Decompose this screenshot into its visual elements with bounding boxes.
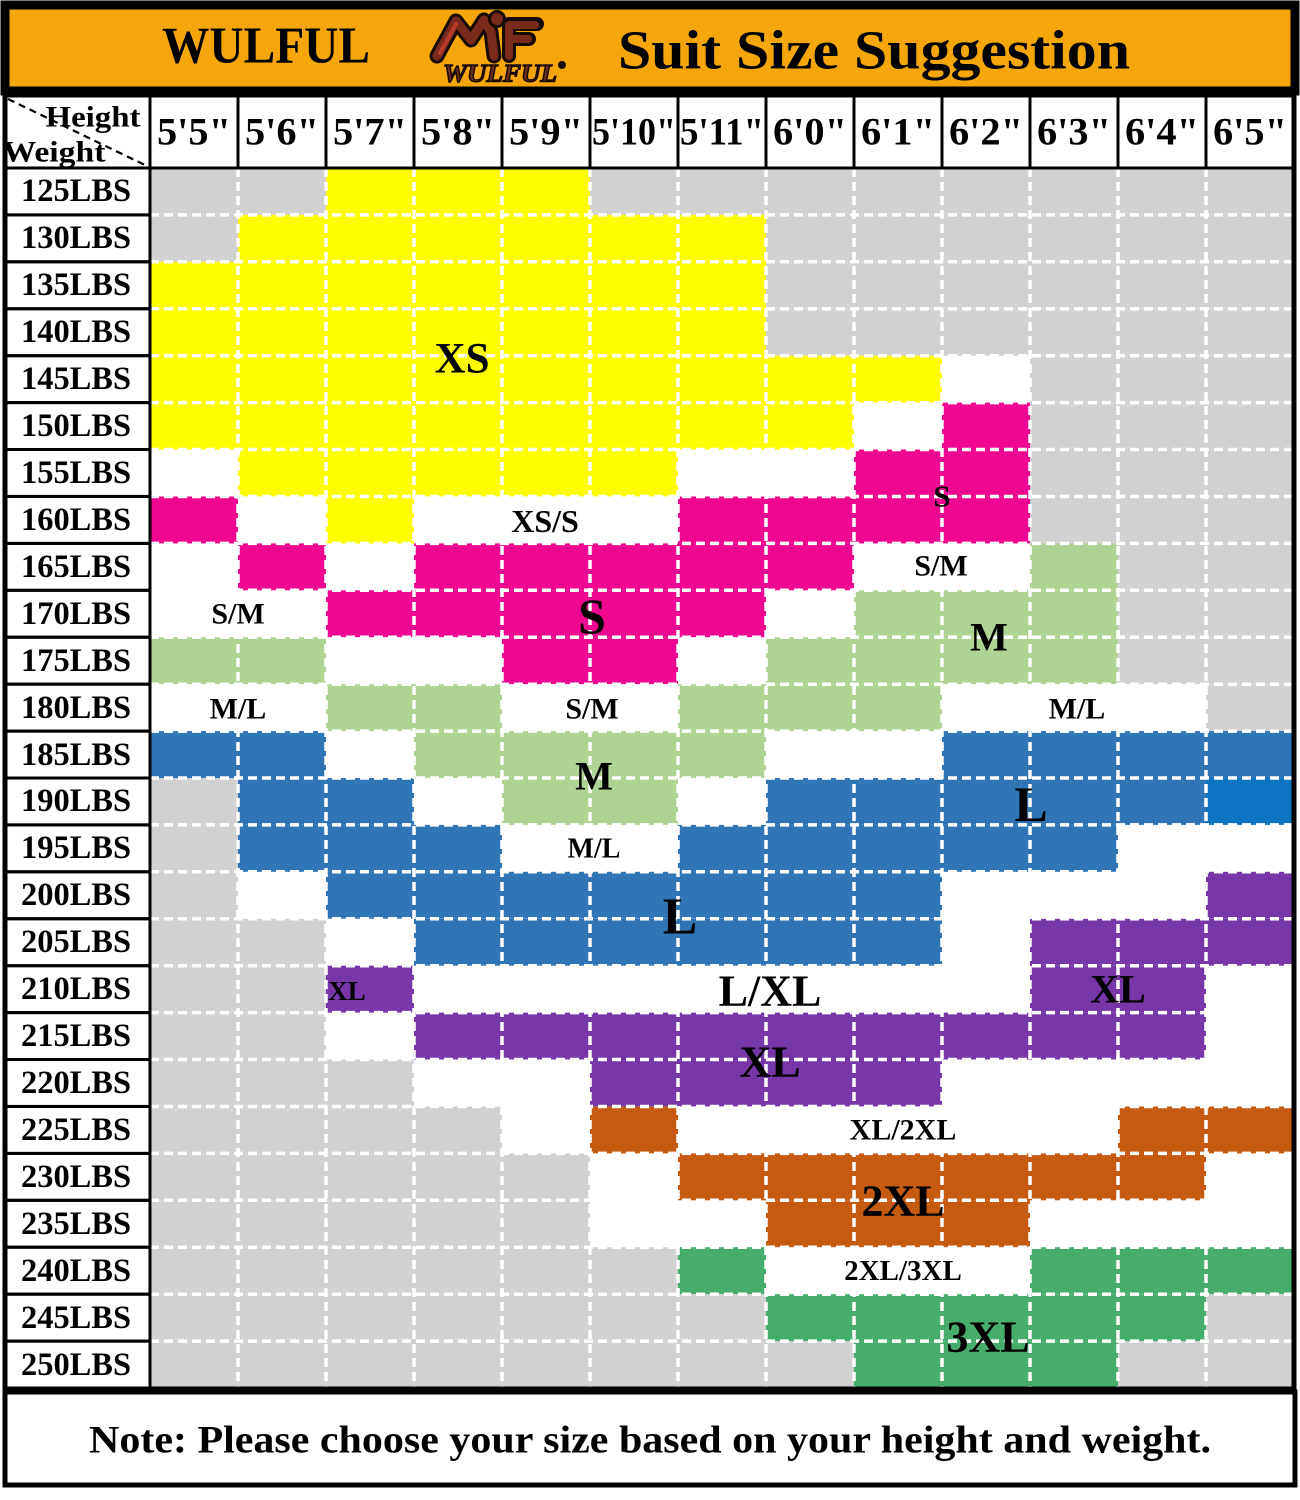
svg-text:160LBS: 160LBS: [21, 502, 131, 538]
svg-text:S/M: S/M: [565, 693, 618, 726]
svg-text:Suit Size Suggestion: Suit Size Suggestion: [618, 20, 1130, 81]
svg-text:190LBS: 190LBS: [21, 783, 131, 819]
svg-text:155LBS: 155LBS: [21, 455, 131, 491]
svg-text:WULFUL: WULFUL: [443, 61, 557, 88]
svg-text:5'9": 5'9": [509, 111, 583, 154]
svg-text:L: L: [663, 889, 698, 946]
svg-text:XL: XL: [739, 1038, 800, 1087]
svg-text:125LBS: 125LBS: [21, 173, 131, 209]
svg-text:240LBS: 240LBS: [21, 1253, 131, 1289]
svg-text:WULFUL: WULFUL: [162, 18, 370, 75]
svg-text:M: M: [970, 615, 1008, 660]
svg-text:6'2": 6'2": [949, 111, 1023, 154]
svg-text:XS: XS: [435, 336, 490, 383]
svg-text:210LBS: 210LBS: [21, 971, 131, 1007]
svg-text:235LBS: 235LBS: [21, 1206, 131, 1242]
svg-text:185LBS: 185LBS: [21, 737, 131, 773]
svg-text:220LBS: 220LBS: [21, 1065, 131, 1101]
svg-text:250LBS: 250LBS: [21, 1347, 131, 1383]
svg-text:6'4": 6'4": [1125, 111, 1199, 154]
svg-text:Height: Height: [46, 101, 141, 134]
svg-text:180LBS: 180LBS: [21, 690, 131, 726]
svg-text:XL: XL: [328, 976, 366, 1006]
svg-text:215LBS: 215LBS: [21, 1018, 131, 1054]
svg-text:140LBS: 140LBS: [21, 314, 131, 350]
svg-text:205LBS: 205LBS: [21, 924, 131, 960]
svg-text:M/L: M/L: [1049, 693, 1106, 726]
svg-text:XS/S: XS/S: [511, 503, 579, 539]
svg-text:M/L: M/L: [210, 693, 267, 726]
svg-text:245LBS: 245LBS: [21, 1300, 131, 1336]
svg-text:135LBS: 135LBS: [21, 267, 131, 303]
svg-text:3XL: 3XL: [946, 1313, 1029, 1362]
svg-text:S/M: S/M: [211, 598, 264, 631]
svg-text:5'11": 5'11": [680, 111, 764, 154]
svg-text:2XL: 2XL: [861, 1177, 944, 1226]
svg-text:6'1": 6'1": [861, 111, 935, 154]
svg-text:225LBS: 225LBS: [21, 1112, 131, 1148]
svg-text:6'0": 6'0": [773, 111, 847, 154]
svg-text:XL: XL: [1090, 967, 1146, 1012]
svg-text:6'5": 6'5": [1213, 111, 1287, 154]
svg-text:L: L: [1014, 776, 1047, 832]
svg-text:200LBS: 200LBS: [21, 877, 131, 913]
svg-text:150LBS: 150LBS: [21, 408, 131, 444]
svg-text:5'6": 5'6": [245, 111, 319, 154]
svg-text:M/L: M/L: [568, 834, 621, 865]
svg-text:M: M: [575, 754, 613, 799]
svg-text:Note: Please choose your size: Note: Please choose your size based on y…: [89, 1419, 1211, 1462]
svg-text:5'5": 5'5": [157, 111, 231, 154]
svg-text:Weight: Weight: [3, 136, 106, 169]
svg-text:130LBS: 130LBS: [21, 220, 131, 256]
svg-text:2XL/3XL: 2XL/3XL: [844, 1255, 962, 1287]
svg-text:5'10": 5'10": [592, 111, 676, 154]
svg-text:165LBS: 165LBS: [21, 549, 131, 585]
svg-text:170LBS: 170LBS: [21, 596, 131, 632]
svg-text:S: S: [933, 479, 950, 514]
svg-text:195LBS: 195LBS: [21, 830, 131, 866]
svg-text:XL/2XL: XL/2XL: [850, 1114, 957, 1147]
svg-text:230LBS: 230LBS: [21, 1159, 131, 1195]
svg-text:145LBS: 145LBS: [21, 361, 131, 397]
svg-text:S: S: [578, 588, 606, 644]
svg-text:S/M: S/M: [914, 550, 967, 583]
svg-text:5'7": 5'7": [333, 111, 407, 154]
svg-text:5'8": 5'8": [421, 111, 495, 154]
svg-text:L/XL: L/XL: [719, 967, 822, 1016]
svg-text:6'3": 6'3": [1037, 111, 1111, 154]
svg-text:175LBS: 175LBS: [21, 643, 131, 679]
